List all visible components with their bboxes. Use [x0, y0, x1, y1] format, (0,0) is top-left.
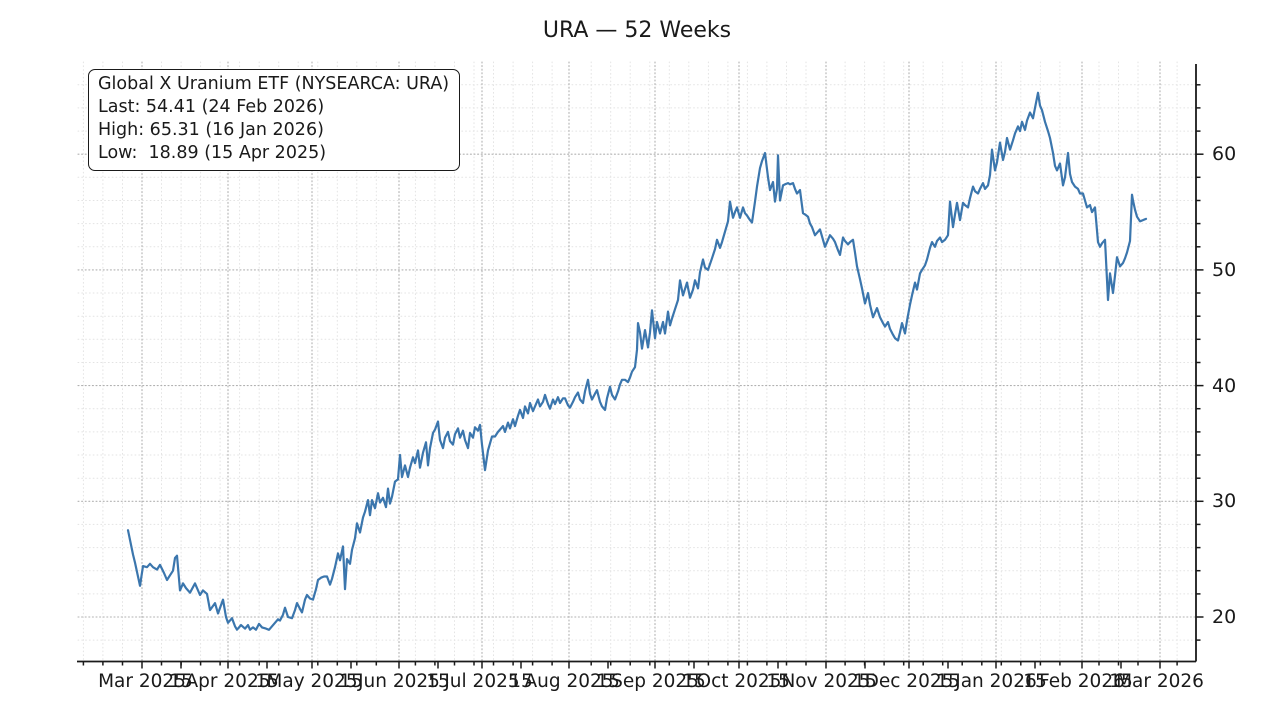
x-tick-label-month: Jul 2025: [444, 671, 520, 692]
x-tick-label-month: Nov 2025: [781, 671, 871, 692]
x-tick-label-month: Aug 2025: [524, 671, 614, 692]
x-tick-label-mid-month: 15: [1109, 671, 1133, 692]
x-tick-label-month: Apr 2025: [185, 671, 271, 692]
x-tick-label-mid-month: 15: [936, 671, 960, 692]
y-tick-label: 30: [1212, 490, 1237, 513]
x-tick-label-month: Jun 2025: [358, 671, 440, 692]
x-tick-label-mid-month: 15: [169, 671, 193, 692]
info-box: Global X Uranium ETF (NYSEARCA: URA) Las…: [88, 69, 461, 171]
info-low: Low: 18.89 (15 Apr 2025): [98, 143, 327, 163]
price-line: [126, 91, 1148, 631]
y-tick-label: 40: [1212, 374, 1237, 397]
x-tick-label-mid-month: 15: [766, 671, 790, 692]
x-tick-label-month: Feb 2026: [1039, 671, 1125, 692]
x-tick-label-mid-month: 15: [509, 671, 533, 692]
x-tick-label-month: Mar 2025: [98, 671, 186, 692]
y-tick-label: 60: [1212, 143, 1237, 166]
chart-title: URA — 52 Weeks: [542, 18, 732, 43]
x-tick-label-month: Oct 2025: [696, 671, 782, 692]
x-tick-label-month: May 2025: [266, 671, 358, 692]
x-tick-label-month: Sep 2025: [611, 671, 699, 692]
x-tick-label-mid-month: 15: [426, 671, 450, 692]
x-tick-label-mid-month: 15: [1023, 671, 1047, 692]
x-tick-label-month: Jan 2026: [955, 671, 1037, 692]
y-tick-label: 50: [1212, 258, 1237, 281]
info-last: Last: 54.41 (24 Feb 2026): [98, 97, 325, 117]
x-tick-label-month: Dec 2025: [864, 671, 954, 692]
x-tick-label-mid-month: 15: [682, 671, 706, 692]
info-instrument: Global X Uranium ETF (NYSEARCA: URA): [98, 74, 450, 94]
x-tick-label-mid-month: 15: [339, 671, 363, 692]
y-tick-label: 20: [1212, 606, 1237, 628]
x-tick-label-month: Mar 2026: [1116, 671, 1204, 692]
x-tick-label-mid-month: 15: [853, 671, 877, 692]
x-tick-label-mid-month: 15: [596, 671, 620, 692]
x-tick-label-mid-month: 15: [255, 671, 279, 692]
info-high: High: 65.31 (16 Jan 2026): [98, 120, 324, 140]
